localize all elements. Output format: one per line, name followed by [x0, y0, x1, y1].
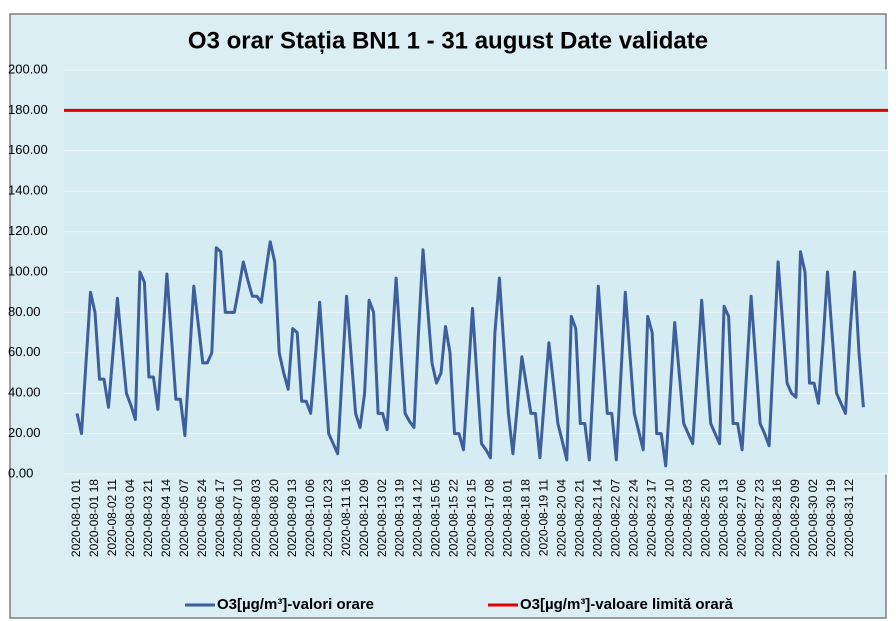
x-tick-label: 2020-08-27 06: [734, 479, 748, 557]
x-tick-label: 2020-08-09 13: [285, 479, 299, 557]
x-tick-label: 2020-08-05 24: [195, 479, 209, 557]
y-tick-label: 200.00: [8, 61, 48, 76]
x-tick-label: 2020-08-23 17: [644, 479, 658, 557]
y-tick-label: 60.00: [8, 344, 41, 359]
x-tick-label: 2020-08-28 16: [770, 479, 784, 557]
x-tick-label: 2020-08-06 17: [213, 479, 227, 557]
x-tick-label: 2020-08-18 18: [519, 479, 533, 557]
x-tick-label: 2020-08-03 04: [123, 479, 137, 557]
x-tick-label: 2020-08-22 07: [608, 479, 622, 557]
y-tick-label: 120.00: [8, 223, 48, 238]
x-tick-label: 2020-08-25 03: [680, 479, 694, 557]
y-tick-label: 80.00: [8, 304, 41, 319]
y-tick-label: 160.00: [8, 142, 48, 157]
x-tick-label: 2020-08-21 14: [590, 479, 604, 557]
x-tick-label: 2020-08-12 09: [357, 479, 371, 557]
y-tick-label: 40.00: [8, 385, 41, 400]
x-tick-label: 2020-08-01 18: [87, 479, 101, 557]
legend-label: O3[µg/m³]-valori orare: [217, 596, 374, 613]
legend: O3[µg/m³]-valori orare O3[µg/m³]-valoare …: [185, 596, 734, 613]
x-tick-label: 2020-08-10 06: [303, 479, 317, 557]
x-tick-label: 2020-08-22 24: [626, 479, 640, 557]
x-tick-label: 2020-08-29 09: [788, 479, 802, 557]
x-tick-label: 2020-08-13 02: [375, 479, 389, 557]
x-tick-label: 2020-08-27 23: [752, 479, 766, 557]
labels: 0.00 20.00 40.00 60.00 80.00 100.00 120.00 140.…: [8, 61, 856, 557]
x-tick-label: 2020-08-03 21: [141, 479, 155, 557]
x-tick-label: 2020-08-17 08: [483, 479, 497, 557]
x-tick-label: 2020-08-19 11: [537, 479, 551, 557]
series-line: [75, 240, 865, 468]
x-tick-label: 2020-08-14 12: [411, 479, 425, 557]
x-tick-label: 2020-08-24 10: [662, 479, 676, 557]
marks: [64, 108, 888, 468]
x-tick-label: 2020-08-20 21: [572, 479, 586, 557]
y-tick-label: 20.00: [8, 425, 41, 440]
x-tick-label: 2020-08-11 16: [339, 479, 353, 557]
x-tick-label: 2020-08-20 04: [555, 479, 569, 557]
x-tick-label: 2020-08-13 19: [393, 479, 407, 557]
x-tick-label: 2020-08-07 10: [231, 479, 245, 557]
x-tick-label: 2020-08-04 14: [159, 479, 173, 557]
x-tick-label: 2020-08-18 01: [501, 479, 515, 557]
x-tick-label: 2020-08-26 13: [716, 479, 730, 557]
x-tick-label: 2020-08-25 20: [698, 479, 712, 557]
x-tick-label: 2020-08-16 15: [465, 479, 479, 557]
x-tick-label: 2020-08-30 02: [806, 479, 820, 557]
x-tick-label: 2020-08-08 03: [249, 479, 263, 557]
x-tick-label: 2020-08-08 20: [267, 479, 281, 557]
y-tick-label: 180.00: [8, 102, 48, 117]
x-tick-label: 2020-08-05 07: [177, 479, 191, 557]
chart-title: O3 orar Stația BN1 1 - 31 august Date va…: [188, 27, 708, 54]
x-tick-label: 2020-08-02 11: [105, 479, 119, 557]
x-tick-label: 2020-08-15 22: [447, 479, 461, 557]
y-tick-label: 0.00: [8, 465, 33, 480]
y-tick-label: 100.00: [8, 263, 48, 278]
x-tick-label: 2020-08-15 05: [429, 479, 443, 557]
x-tick-label: 2020-08-31 12: [842, 479, 856, 557]
y-tick-label: 140.00: [8, 183, 48, 198]
x-tick-label: 2020-08-30 19: [824, 479, 838, 557]
x-tick-label: 2020-08-10 23: [321, 479, 335, 557]
legend-label: O3[µg/m³]-valoare limită orară: [520, 596, 734, 613]
x-tick-label: 2020-08-01 01: [69, 479, 83, 557]
